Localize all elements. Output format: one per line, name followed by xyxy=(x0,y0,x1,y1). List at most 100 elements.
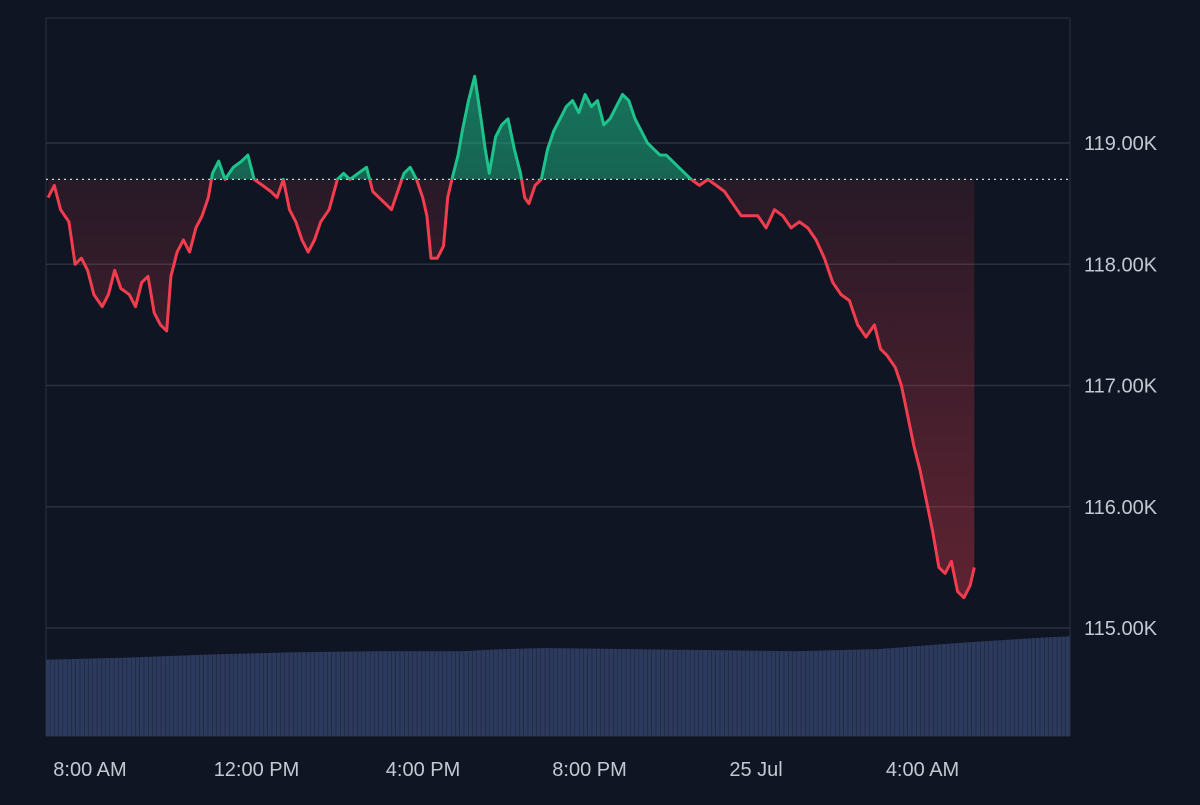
volume-bar xyxy=(443,651,447,736)
volume-bar xyxy=(963,642,967,736)
volume-bar xyxy=(353,652,357,736)
volume-bar xyxy=(767,651,771,736)
volume-bar xyxy=(933,645,937,736)
volume-bar xyxy=(357,651,361,736)
volume-bar xyxy=(439,651,443,736)
volume-bar xyxy=(511,649,515,736)
volume-bar xyxy=(319,652,323,736)
volume-bar xyxy=(272,653,276,736)
volume-bar xyxy=(170,656,174,736)
y-tick-label: 116.00K xyxy=(1084,497,1158,519)
volume-bar xyxy=(622,649,626,736)
volume-bar xyxy=(605,649,609,736)
volume-bar xyxy=(392,651,396,736)
volume-bar xyxy=(1061,637,1065,736)
volume-bar xyxy=(498,649,502,736)
volume-bar xyxy=(567,648,571,736)
volume-bar xyxy=(1010,639,1014,736)
volume-bar xyxy=(1049,637,1053,736)
volume-bar xyxy=(221,654,225,736)
volume-bar xyxy=(746,651,750,736)
volume-bar xyxy=(383,651,387,736)
volume-bar xyxy=(916,646,920,736)
volume-bar xyxy=(912,646,916,736)
volume-bar xyxy=(264,653,268,736)
volume-bar xyxy=(925,645,929,736)
volume-bar xyxy=(119,658,123,736)
volume-bar xyxy=(976,642,980,736)
volume-bar xyxy=(878,649,882,736)
volume-bar xyxy=(409,651,413,736)
volume-bar xyxy=(477,650,481,736)
volume-bar xyxy=(968,642,972,736)
volume-bar xyxy=(874,649,878,736)
volume-bar xyxy=(242,654,246,736)
volume-bar xyxy=(298,652,302,736)
volume-bar xyxy=(400,651,404,736)
volume-bar xyxy=(430,651,434,736)
y-tick-label: 118.00K xyxy=(1084,254,1158,276)
x-tick-label: 8:00 PM xyxy=(552,759,626,781)
volume-bar xyxy=(814,651,818,736)
volume-bar xyxy=(1057,637,1061,736)
volume-bar xyxy=(882,649,886,736)
price-area-fill xyxy=(48,76,974,597)
volume-bar xyxy=(153,657,157,736)
volume-bar xyxy=(340,652,344,736)
volume-bar xyxy=(997,640,1001,736)
volume-bar xyxy=(938,644,942,736)
volume-bar xyxy=(810,651,814,736)
volume-bar xyxy=(208,654,212,736)
volume-bar xyxy=(421,651,425,736)
volume-bar xyxy=(562,648,566,736)
volume-bar xyxy=(673,650,677,736)
volume-bar xyxy=(387,651,391,736)
volume-bar xyxy=(643,649,647,736)
x-tick-label: 8:00 AM xyxy=(53,759,126,781)
volume-bar xyxy=(613,649,617,736)
volume-bar xyxy=(891,648,895,736)
volume-bar xyxy=(195,655,199,736)
volume-bar xyxy=(404,651,408,736)
volume-bar xyxy=(259,653,263,736)
volume-bar xyxy=(759,651,763,736)
volume-bar xyxy=(268,653,272,736)
volume-bar xyxy=(677,650,681,736)
volume-bar xyxy=(97,658,101,736)
volume-bar xyxy=(136,657,140,736)
volume-bar xyxy=(980,641,984,736)
volume-bar xyxy=(707,650,711,736)
volume-bar xyxy=(592,649,596,736)
volume-bar xyxy=(848,650,852,736)
y-tick-label: 115.00K xyxy=(1084,618,1158,640)
volume-bar xyxy=(336,652,340,736)
volume-bar xyxy=(366,651,370,736)
volume-bar xyxy=(686,650,690,736)
volume-bar xyxy=(485,650,489,736)
volume-bar xyxy=(289,652,293,736)
volume-bar xyxy=(827,650,831,736)
volume-bar xyxy=(549,648,553,736)
volume-bar xyxy=(669,650,673,736)
y-tick-label: 117.00K xyxy=(1084,376,1158,398)
volume-bar xyxy=(494,649,498,736)
volume-bar xyxy=(1036,638,1040,736)
volume-bar xyxy=(887,648,891,736)
volume-bar xyxy=(712,650,716,736)
volume-bar xyxy=(784,651,788,736)
volume-bar xyxy=(251,653,255,736)
volume-bar xyxy=(1053,637,1057,736)
volume-bar xyxy=(110,658,114,736)
volume-bar xyxy=(396,651,400,736)
volume-bar xyxy=(520,649,524,736)
volume-bar xyxy=(1002,640,1006,736)
y-tick-label: 119.00K xyxy=(1084,133,1158,155)
volume-bar xyxy=(1027,638,1031,736)
volume-bar xyxy=(140,657,144,736)
volume-bar xyxy=(191,655,195,736)
volume-bar xyxy=(537,648,541,736)
volume-bar xyxy=(127,658,131,736)
volume-bar xyxy=(76,659,80,736)
volume-bar xyxy=(89,659,93,736)
